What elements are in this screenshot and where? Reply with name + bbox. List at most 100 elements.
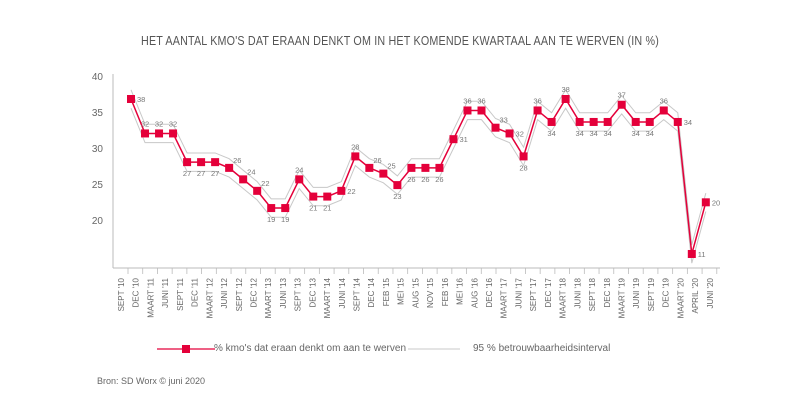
- x-tick-label: JUNI '20: [706, 277, 715, 308]
- x-tick-label: MAART '20: [676, 277, 685, 318]
- legend-series-label: % kmo's dat eraan denkt om aan te werven: [214, 343, 407, 354]
- data-point: [547, 117, 556, 126]
- data-point: [295, 175, 304, 184]
- data-label: 32: [141, 119, 149, 128]
- data-label: 27: [211, 169, 219, 178]
- data-point: [673, 117, 682, 126]
- data-label: 34: [575, 129, 583, 138]
- x-tick-label: DEC '14: [367, 277, 376, 307]
- data-label: 34: [547, 129, 555, 138]
- x-tick-label: MAART '11: [146, 277, 155, 317]
- x-tick-label: FEB '15: [382, 277, 391, 306]
- data-point: [225, 163, 234, 172]
- x-tick-label: JUNI '12: [220, 277, 229, 308]
- x-tick-label: MEI '16: [456, 277, 465, 304]
- data-label: 26: [233, 156, 241, 165]
- data-label: 28: [351, 142, 359, 151]
- data-label: 33: [500, 116, 508, 125]
- data-point: [687, 249, 696, 258]
- x-tick-label: MEI '15: [397, 277, 406, 304]
- data-point: [351, 152, 360, 161]
- x-tick-label: DEC '18: [603, 277, 612, 307]
- x-tick-label: DEC '19: [662, 277, 671, 307]
- x-tick-label: JUNI '18: [573, 277, 582, 308]
- data-point: [617, 100, 626, 109]
- data-label: 34: [684, 118, 692, 127]
- data-label: 32: [155, 119, 163, 128]
- x-tick-label: AUG '15: [411, 277, 420, 308]
- y-tick-label: 20: [92, 216, 104, 227]
- data-label: 34: [604, 129, 612, 138]
- confidence-lower-line: [130, 107, 707, 264]
- data-label: 22: [261, 179, 269, 188]
- confidence-upper-line: [130, 88, 707, 245]
- data-point: [533, 106, 542, 115]
- data-point: [169, 129, 178, 138]
- data-point: [435, 163, 444, 172]
- data-point: [463, 106, 472, 115]
- data-point: [141, 129, 150, 138]
- x-tick-label: JUNI '19: [632, 277, 641, 308]
- data-point: [211, 158, 220, 167]
- data-point: [281, 204, 290, 213]
- data-label: 26: [373, 156, 381, 165]
- x-tick-label: AUG '16: [470, 277, 479, 308]
- y-tick-label: 35: [92, 108, 104, 119]
- data-point: [477, 106, 486, 115]
- data-label: 36: [533, 96, 541, 105]
- data-label: 34: [646, 129, 654, 138]
- x-tick-label: SEPT '19: [647, 277, 656, 311]
- x-tick-label: SEPT '17: [529, 277, 538, 311]
- x-tick-label: SEPT '11: [176, 277, 185, 310]
- x-tick-label: DEC '16: [485, 277, 494, 307]
- data-point: [379, 169, 388, 178]
- data-label: 19: [281, 215, 289, 224]
- x-tick-label: MAART '12: [205, 277, 214, 318]
- data-label: 32: [169, 119, 177, 128]
- data-label: 36: [463, 96, 471, 105]
- y-tick-label: 25: [92, 180, 104, 191]
- data-point: [449, 135, 458, 144]
- data-point: [239, 175, 248, 184]
- data-point: [603, 117, 612, 126]
- x-tick-label: APRIL '20: [691, 277, 700, 313]
- x-tick-label: MAART '14: [323, 277, 332, 318]
- data-point: [701, 198, 710, 207]
- data-point: [589, 117, 598, 126]
- x-tick-label: MAART '18: [559, 277, 568, 318]
- x-tick-label: DEC '13: [308, 277, 317, 307]
- data-point: [337, 186, 346, 195]
- data-point: [253, 186, 262, 195]
- x-tick-label: SEPT '13: [294, 277, 303, 311]
- data-label: 26: [435, 175, 443, 184]
- data-label: 20: [712, 198, 720, 207]
- data-label: 26: [421, 175, 429, 184]
- data-point: [267, 204, 276, 213]
- y-tick-label: 30: [92, 144, 104, 155]
- data-point: [645, 117, 654, 126]
- data-label: 21: [309, 204, 317, 213]
- data-label: 38: [137, 95, 145, 104]
- data-point: [197, 158, 206, 167]
- x-tick-label: JUNI '11: [161, 277, 170, 307]
- x-tick-label: SEPT '14: [353, 277, 362, 311]
- data-label: 36: [660, 96, 668, 105]
- data-label: 11: [698, 250, 706, 259]
- data-point: [575, 117, 584, 126]
- source-note: Bron: SD Worx © juni 2020: [97, 376, 206, 386]
- data-point: [155, 129, 164, 138]
- x-tick-label: DEC '17: [544, 277, 553, 307]
- data-label: 21: [323, 204, 331, 213]
- x-tick-label: DEC '12: [249, 277, 258, 307]
- data-point: [323, 192, 332, 201]
- data-point: [407, 163, 416, 172]
- data-label: 19: [267, 215, 275, 224]
- x-tick-label: JUNI '14: [338, 277, 347, 308]
- legend-interval-label: 95 % betrouwbaarheidsinterval: [473, 343, 611, 354]
- data-label: 22: [347, 187, 355, 196]
- data-point: [631, 117, 640, 126]
- data-label: 34: [632, 129, 640, 138]
- data-point: [659, 106, 668, 115]
- data-point: [421, 163, 430, 172]
